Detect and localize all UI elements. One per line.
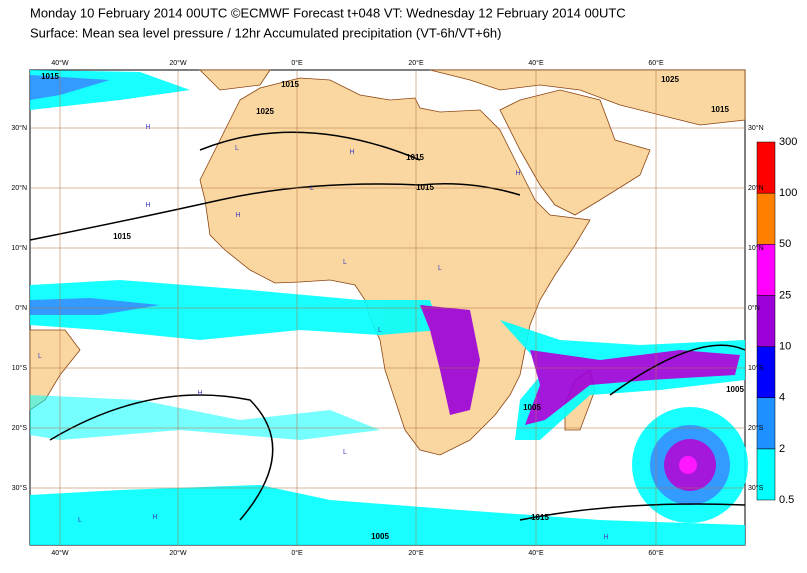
isobar-label: 1015 bbox=[41, 72, 59, 81]
isobar-label: 1015 bbox=[531, 513, 549, 522]
colorbar-label: 300 bbox=[779, 136, 797, 148]
pressure-centre: L bbox=[235, 145, 239, 152]
land bbox=[29, 69, 746, 456]
precipitation bbox=[30, 70, 748, 545]
lat-label: 30°S bbox=[12, 484, 28, 492]
lon-label: 20°E bbox=[408, 59, 424, 67]
lon-label: 60°E bbox=[648, 59, 664, 67]
lat-label: 0°N bbox=[15, 304, 27, 312]
colorbar-label: 0.5 bbox=[779, 494, 794, 506]
isobar-label: 1015 bbox=[711, 105, 729, 114]
lon-label: 20°W bbox=[169, 549, 187, 557]
lat-label: 10°S bbox=[12, 364, 28, 372]
colorbar-label: 4 bbox=[779, 392, 785, 404]
isobar-label: 1005 bbox=[726, 385, 744, 394]
colorbar-swatch bbox=[756, 397, 776, 450]
pressure-centre: L bbox=[343, 449, 347, 456]
colorbar-label: 100 bbox=[779, 187, 797, 199]
pressure-centre: H bbox=[349, 149, 354, 156]
colorbar-label: 10 bbox=[779, 340, 791, 352]
pressure-centre: L bbox=[310, 185, 314, 192]
lon-label: 20°E bbox=[408, 549, 424, 557]
colorbar-label: 50 bbox=[779, 238, 791, 250]
title: Monday 10 February 2014 00UTC ©ECMWF For… bbox=[30, 5, 626, 20]
lon-label: 40°W bbox=[51, 59, 69, 67]
pressure-centre: H bbox=[197, 390, 202, 397]
pressure-centre: H bbox=[603, 534, 608, 541]
lon-label: 60°E bbox=[648, 549, 664, 557]
isobar-label: 1025 bbox=[661, 75, 679, 84]
colorbar-swatch bbox=[756, 346, 776, 398]
pressure-centre: H bbox=[515, 170, 520, 177]
lon-label: 0°E bbox=[291, 59, 303, 67]
lon-label: 40°E bbox=[528, 59, 544, 67]
lat-label: 10°N bbox=[748, 244, 764, 252]
pressure-centre: H bbox=[235, 212, 240, 219]
lat-label: 20°S bbox=[12, 424, 28, 432]
lon-label: 20°W bbox=[169, 59, 187, 67]
colorbar-swatch bbox=[756, 295, 776, 347]
lat-label: 0°N bbox=[748, 304, 760, 312]
graticule bbox=[30, 70, 745, 545]
lon-label: 0°E bbox=[291, 549, 303, 557]
lat-label: 30°S bbox=[748, 484, 764, 492]
subtitle: Surface: Mean sea level pressure / 12hr … bbox=[30, 25, 502, 40]
isobar-label: 1025 bbox=[256, 107, 274, 116]
pressure-centre: H bbox=[145, 124, 150, 131]
pressure-centre: H bbox=[152, 514, 157, 521]
lat-label: 10°S bbox=[748, 364, 764, 372]
lat-label: 30°N bbox=[11, 124, 27, 132]
lon-label: 40°W bbox=[51, 549, 69, 557]
colorbar-label: 25 bbox=[779, 289, 791, 301]
colorbar-swatch bbox=[756, 244, 776, 296]
lat-label: 20°S bbox=[748, 424, 764, 432]
lon-label: 40°E bbox=[528, 549, 544, 557]
colorbar: 0.5 2 4 10 25 50 100 300 bbox=[756, 136, 797, 506]
lat-label: 30°N bbox=[748, 124, 764, 132]
isobar-label: 1015 bbox=[416, 183, 434, 192]
isobar-label: 1005 bbox=[371, 532, 389, 541]
colorbar-label: 2 bbox=[779, 443, 785, 455]
map: 1015 1015 1025 1015 1015 1015 1025 1015 1005 1005… bbox=[29, 69, 748, 546]
isobar-label: 1015 bbox=[113, 232, 131, 241]
lat-label: 20°N bbox=[748, 184, 764, 192]
pressure-centre: L bbox=[438, 265, 442, 272]
pressure-centre: H bbox=[145, 202, 150, 209]
pressure-centre: L bbox=[343, 259, 347, 266]
colorbar-swatch bbox=[756, 192, 776, 245]
pressure-centre: L bbox=[38, 353, 42, 360]
lat-label: 20°N bbox=[11, 184, 27, 192]
pressure-centre: L bbox=[78, 517, 82, 524]
colorbar-swatch bbox=[756, 448, 776, 501]
isobar-label: 1015 bbox=[281, 80, 299, 89]
map-labels: 1015 1015 1025 1015 1015 1015 1025 1015 1005 1005… bbox=[38, 72, 744, 541]
isobar-label: 1015 bbox=[406, 153, 424, 162]
lat-label: 10°N bbox=[11, 244, 27, 252]
pressure-centre: L bbox=[378, 327, 382, 334]
colorbar-swatch bbox=[756, 141, 776, 194]
isobar-label: 1005 bbox=[523, 403, 541, 412]
